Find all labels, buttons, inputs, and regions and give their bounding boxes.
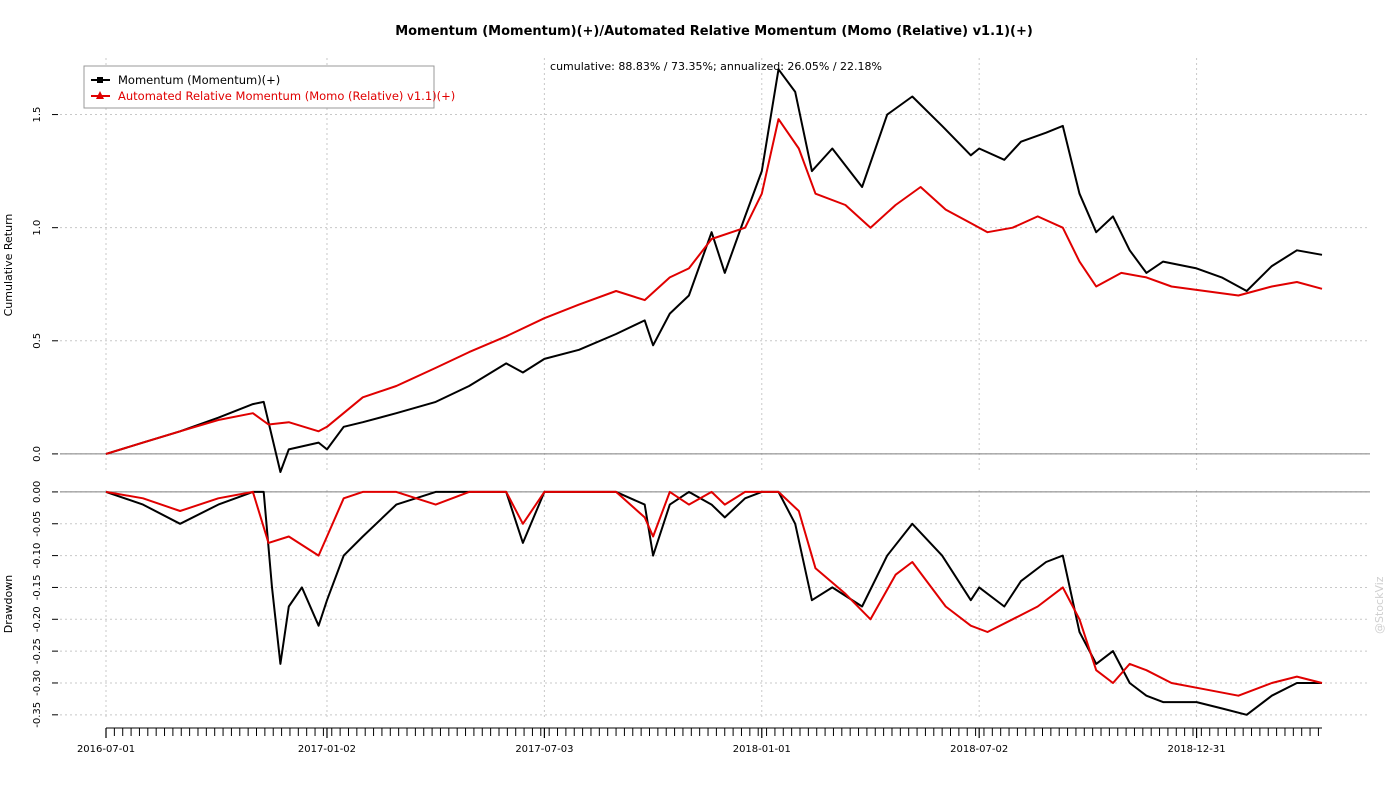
cumulative-return-panel: 0.0 0.5 1.0 1.5 Cumulative Return (2, 58, 1370, 473)
y-axis-label-cumulative: Cumulative Return (2, 214, 15, 317)
legend-marker-relative-momentum (96, 91, 104, 99)
y-tick-label-drawdown-5: -0.25 (32, 638, 43, 664)
y-tick-label-drawdown-4: -0.20 (32, 606, 43, 632)
legend-marker-momentum (97, 77, 103, 83)
y-tick-label-cumulative-3: 1.5 (32, 107, 43, 123)
series-line-cumulative-momentum (105, 68, 1323, 473)
legend: Momentum (Momentum)(+) Automated Relativ… (83, 65, 455, 109)
series-line-drawdown-relative-momentum (105, 490, 1323, 697)
x-tick-label-2: 2017-07-03 (515, 744, 573, 755)
legend-box (83, 65, 435, 109)
y-tick-label-cumulative-2: 1.0 (32, 220, 43, 236)
legend-label-relative-momentum: Automated Relative Momentum (Momo (Relat… (118, 89, 455, 103)
y-tick-label-cumulative-1: 0.5 (32, 333, 43, 349)
x-axis: 2016-07-01 2017-01-02 2017-07-03 2018-01-01… (77, 727, 1322, 755)
watermark: @StockViz (1373, 576, 1386, 634)
y-tick-label-cumulative-0: 0.0 (32, 446, 43, 462)
x-tick-label-5: 2018-12-31 (1168, 744, 1226, 755)
series-line-drawdown-momentum (105, 490, 1322, 716)
chart-title: Momentum (Momentum)(+)/Automated Relativ… (395, 24, 1033, 39)
series-line-cumulative-relative-momentum (105, 118, 1323, 455)
chart-subtitle: cumulative: 88.83% / 73.35%; annualized:… (550, 60, 882, 73)
y-axis-label-drawdown: Drawdown (2, 575, 15, 633)
legend-label-momentum: Momentum (Momentum)(+) (118, 73, 280, 87)
drawdown-panel: 0.00 -0.05 -0.10 -0.15 -0.20 -0.25 -0.30 -0.35 D… (2, 481, 1370, 728)
y-tick-label-drawdown-7: -0.35 (32, 702, 43, 728)
x-tick-label-1: 2017-01-02 (298, 744, 356, 755)
x-tick-label-4: 2018-07-02 (950, 744, 1008, 755)
x-tick-label-3: 2018-01-01 (733, 744, 791, 755)
y-tick-label-drawdown-3: -0.15 (32, 575, 43, 601)
y-tick-label-drawdown-6: -0.30 (32, 670, 43, 696)
y-tick-label-drawdown-1: -0.05 (32, 511, 43, 537)
y-tick-label-drawdown-0: 0.00 (32, 481, 43, 503)
y-tick-label-drawdown-2: -0.10 (32, 543, 43, 569)
x-tick-label-0: 2016-07-01 (77, 744, 135, 755)
